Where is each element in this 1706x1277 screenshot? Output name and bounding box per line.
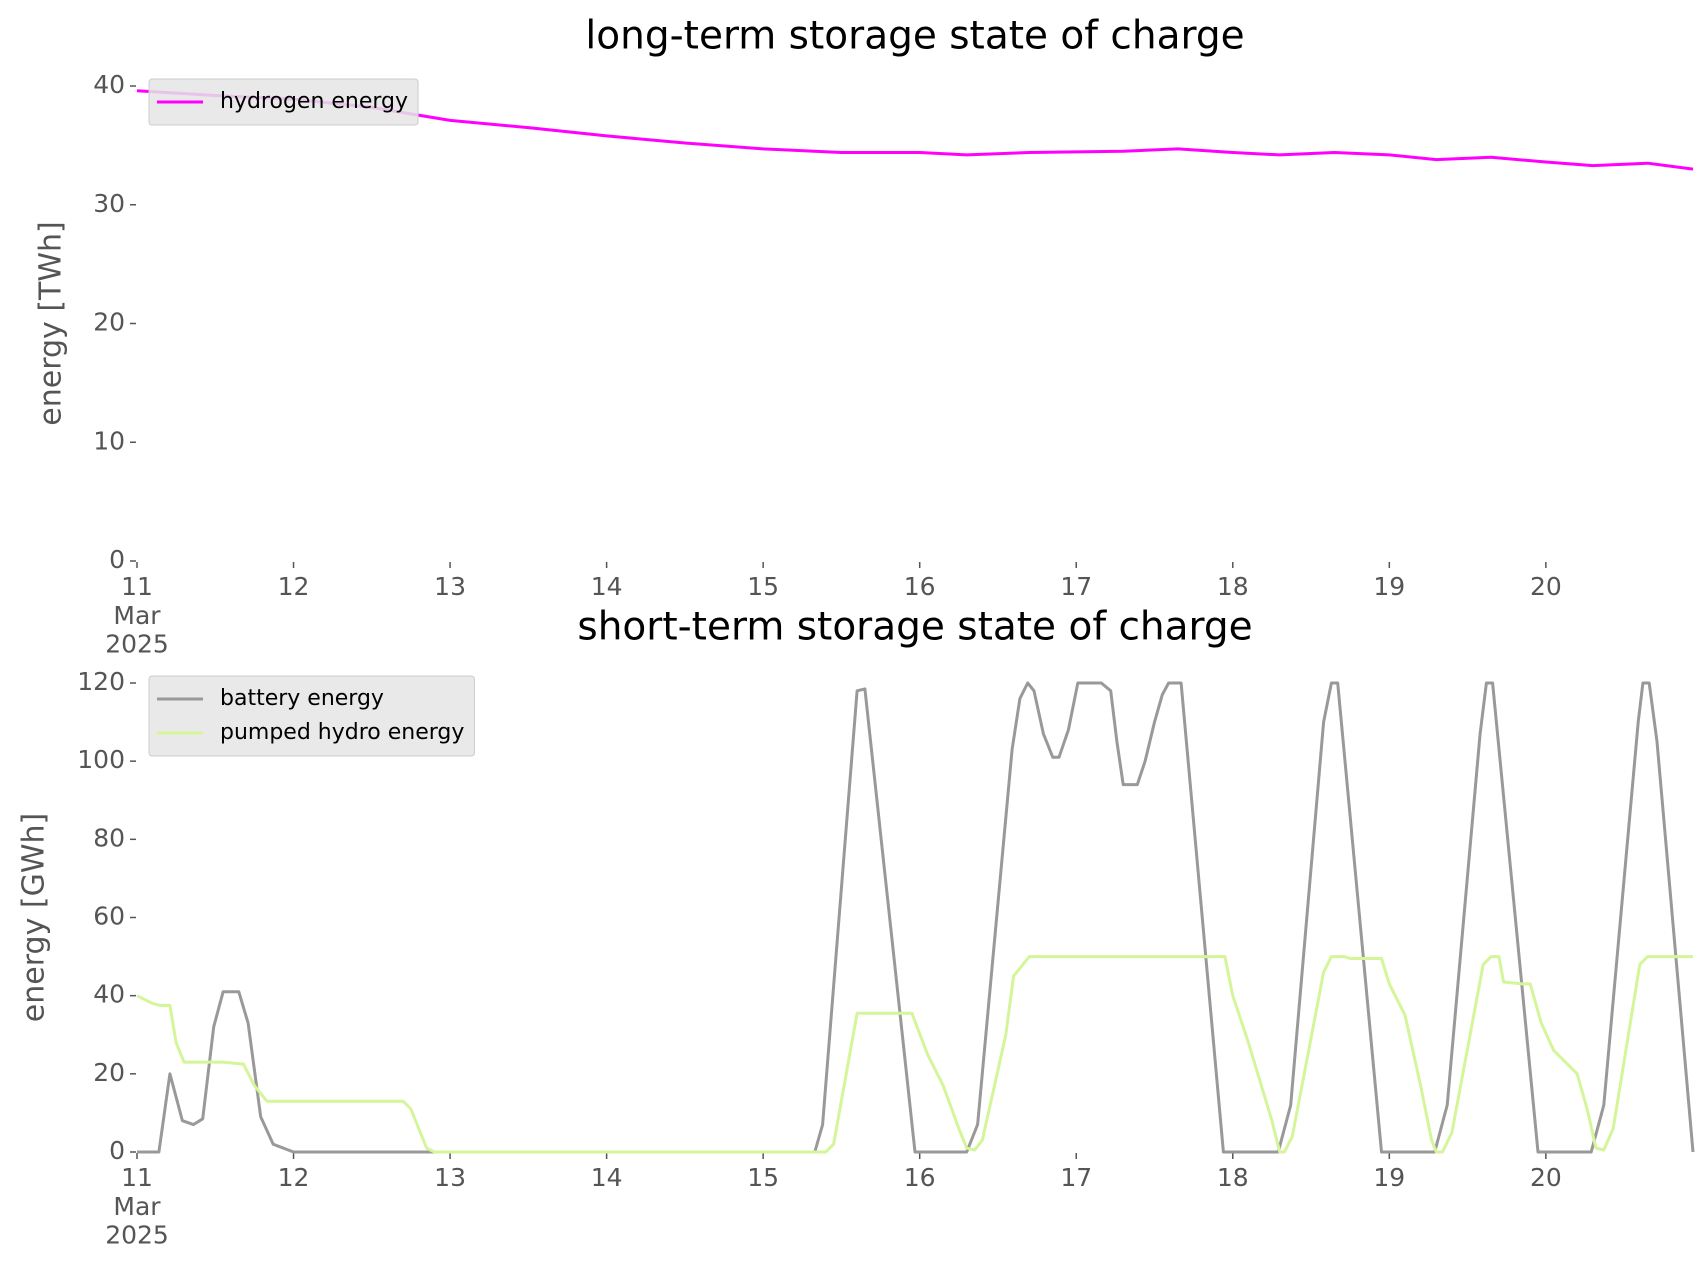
x-tick-label: 12 xyxy=(278,1163,310,1192)
y-tick-label: 60 xyxy=(93,902,125,931)
y-tick-label: 10 xyxy=(93,426,125,455)
x-tick-label: 14 xyxy=(591,572,623,601)
y-tick-label: 0 xyxy=(109,545,125,574)
series-line xyxy=(136,89,1694,171)
series-line xyxy=(137,681,1695,1154)
y-axis-label: energy [GWh] xyxy=(17,813,52,1022)
x-tick-label: 20 xyxy=(1530,1163,1562,1192)
x-tick-label: 16 xyxy=(904,1163,936,1192)
x-tick-label: 19 xyxy=(1373,572,1405,601)
chart-title: long-term storage state of charge xyxy=(585,14,1244,59)
legend-box xyxy=(148,675,475,757)
y-tick-label: 40 xyxy=(93,70,125,99)
x-tick-label: 15 xyxy=(747,1163,779,1192)
x-tick-label: 18 xyxy=(1217,1163,1249,1192)
x-tick-label: 18 xyxy=(1217,572,1249,601)
legend-label: pumped hydro energy xyxy=(220,720,464,745)
legend-label: battery energy xyxy=(220,686,384,711)
x-tick-label: 13 xyxy=(434,572,466,601)
x-tick-label: 11 Mar 2025 xyxy=(105,572,169,659)
y-tick-label: 80 xyxy=(93,823,125,852)
x-tick-label: 19 xyxy=(1373,1163,1405,1192)
y-tick-label: 120 xyxy=(77,667,125,696)
y-tick-label: 20 xyxy=(93,1058,125,1087)
legend-label: hydrogen energy xyxy=(220,89,408,114)
x-tick-label: 17 xyxy=(1060,1163,1092,1192)
y-tick-label: 40 xyxy=(93,980,125,1009)
x-tick-label: 15 xyxy=(747,572,779,601)
x-tick-label: 11 Mar 2025 xyxy=(105,1163,169,1250)
y-tick-label: 0 xyxy=(109,1136,125,1165)
legend-box xyxy=(148,78,419,126)
y-tick-label: 20 xyxy=(93,308,125,337)
x-tick-label: 16 xyxy=(904,572,936,601)
y-tick-label: 100 xyxy=(77,745,125,774)
x-tick-label: 14 xyxy=(591,1163,623,1192)
x-tick-label: 12 xyxy=(278,572,310,601)
x-tick-label: 13 xyxy=(434,1163,466,1192)
chart-title: short-term storage state of charge xyxy=(577,605,1252,650)
series-line xyxy=(136,955,1693,1154)
x-tick-label: 20 xyxy=(1530,572,1562,601)
y-axis-label: energy [TWh] xyxy=(34,221,69,425)
x-tick-label: 17 xyxy=(1060,572,1092,601)
y-tick-label: 30 xyxy=(93,189,125,218)
